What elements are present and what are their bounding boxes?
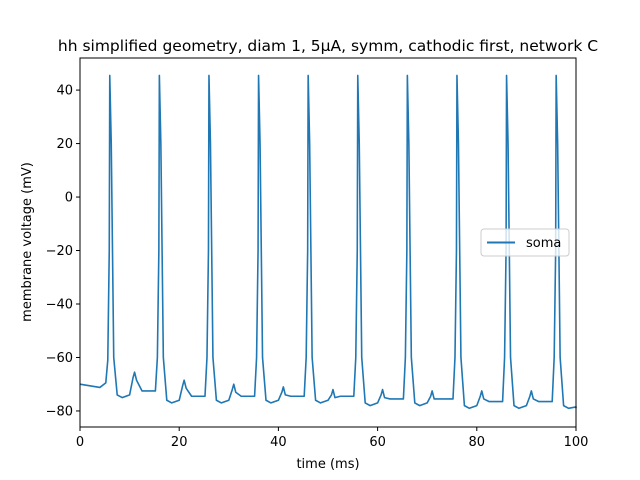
x-tick-label: 100	[564, 435, 589, 450]
axes-frame	[79, 57, 577, 428]
y-tick-label: −80	[46, 404, 73, 419]
y-axis-title: membrane voltage (mV)	[20, 162, 35, 322]
y-tick-label: 0	[65, 191, 73, 206]
x-tick-label: 20	[171, 435, 188, 450]
x-tick-label: 80	[469, 435, 486, 450]
y-tick-label: −40	[46, 298, 73, 313]
x-tick-label: 60	[369, 435, 386, 450]
legend-frame	[480, 228, 570, 257]
y-tick-label: −60	[46, 351, 73, 366]
plot-area	[79, 74, 577, 410]
x-axis: 0 20 40 60 80 100	[76, 427, 589, 450]
y-tick-label: 40	[56, 84, 73, 99]
series-line-soma	[79, 74, 577, 410]
x-axis-title: time (ms)	[296, 457, 359, 472]
y-axis: −80 −60 −40 −20 0 20 40	[46, 84, 80, 419]
legend-label-soma: soma	[526, 236, 561, 251]
x-tick-label: 0	[76, 435, 84, 450]
y-tick-label: 20	[56, 137, 73, 152]
legend: soma	[480, 228, 570, 257]
y-tick-label: −20	[46, 244, 73, 259]
chart-title: hh simplified geometry, diam 1, 5µA, sym…	[58, 37, 598, 55]
x-tick-label: 40	[270, 435, 287, 450]
